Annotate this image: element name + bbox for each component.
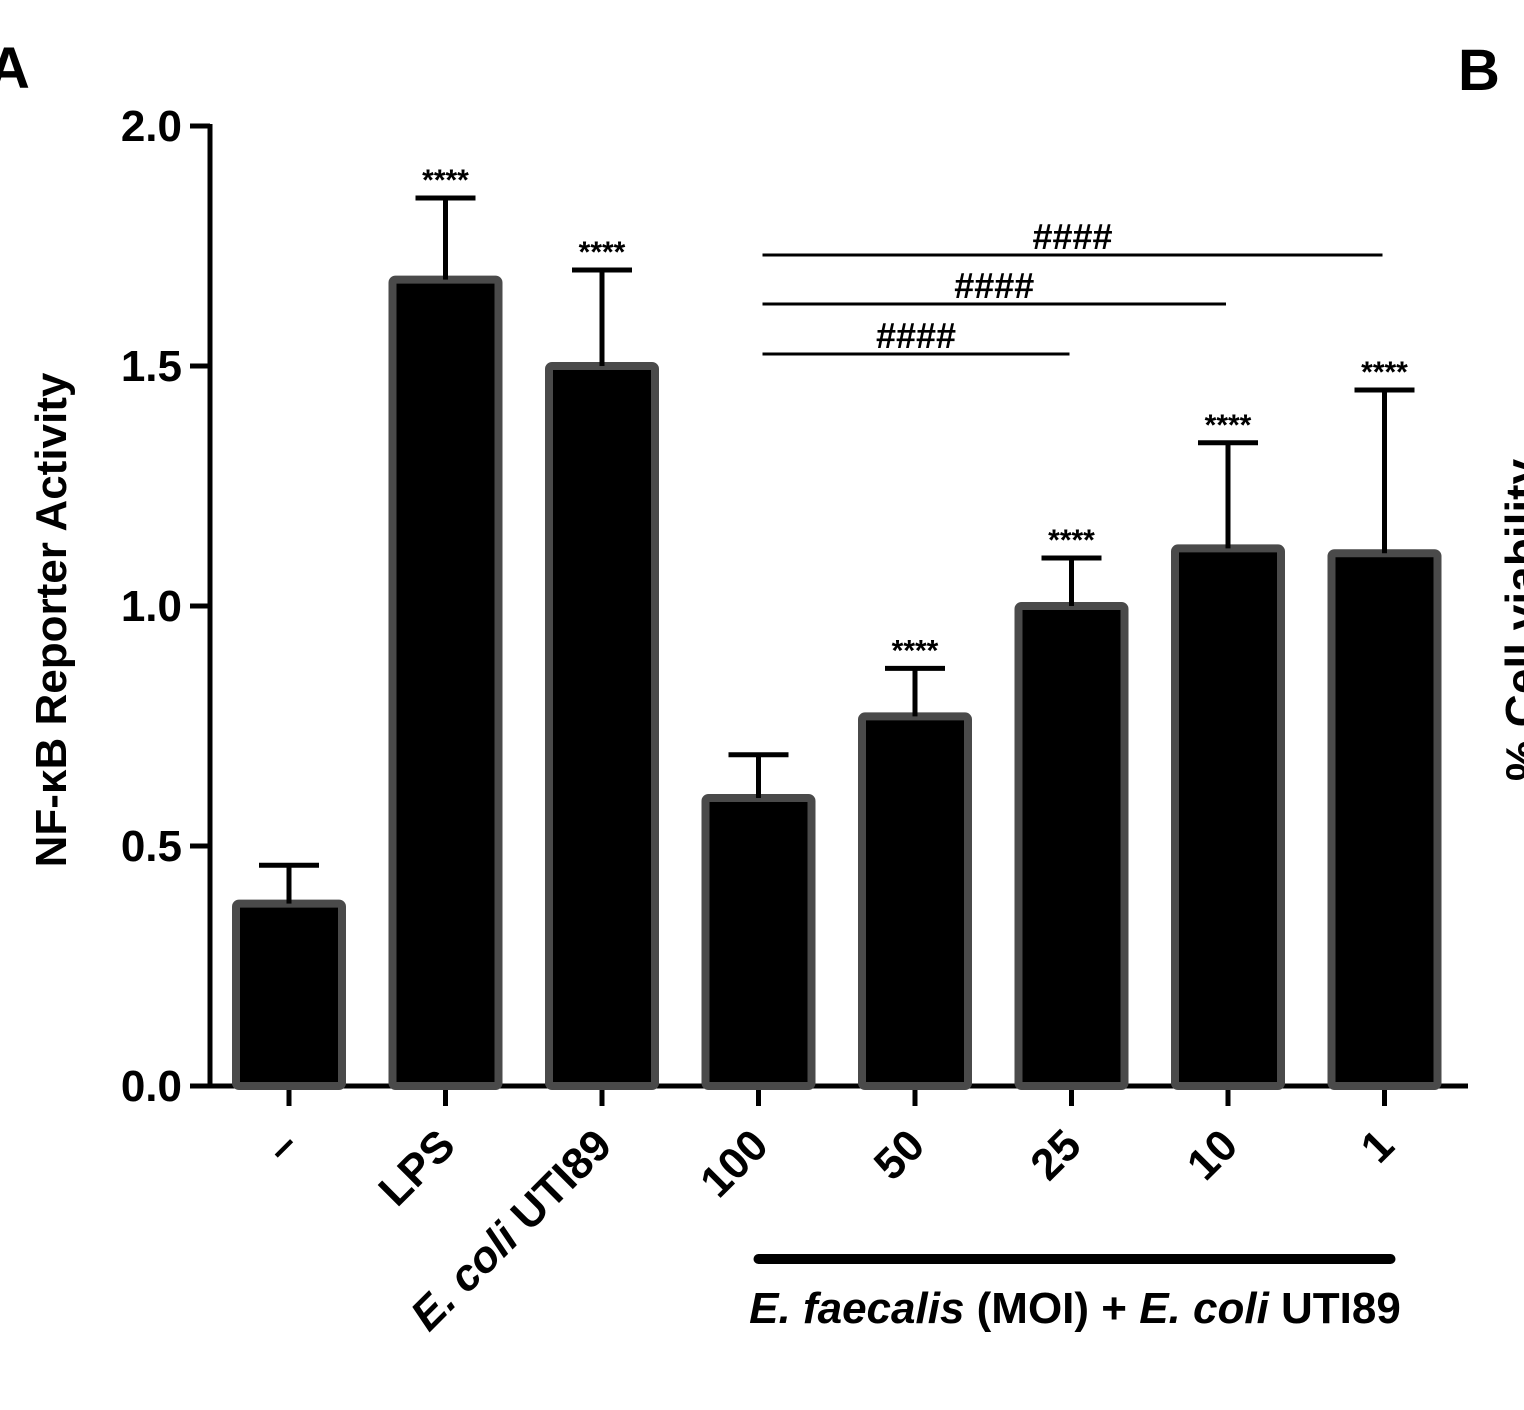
y-tick-label: 0.5 xyxy=(121,822,182,871)
x-tick-label: – xyxy=(256,1120,308,1172)
y-axis-label: NF-κB Reporter Activity xyxy=(27,372,76,867)
x-tick-label: 100 xyxy=(691,1120,778,1207)
labels: A B NF-κB Reporter Activity % Cell viabi… xyxy=(0,36,1524,1333)
group-label-part: UTI89 xyxy=(1269,1284,1401,1333)
bar xyxy=(232,899,346,1090)
significance-label: **** xyxy=(1361,356,1408,389)
x-tick-label-plain-part: UTI89 xyxy=(493,1120,621,1248)
group-label-part: E. faecalis xyxy=(749,1284,964,1333)
bar xyxy=(701,794,816,1090)
significance-label: **** xyxy=(1205,409,1252,442)
y-tick-label: 1.0 xyxy=(121,582,182,631)
significance-label: **** xyxy=(1048,524,1095,557)
bar xyxy=(1327,549,1442,1090)
comparison-label: #### xyxy=(954,265,1034,306)
panel-label-b: B xyxy=(1458,38,1500,103)
significance-label: **** xyxy=(579,236,626,269)
bars xyxy=(232,195,1442,1091)
x-tick-label: 1 xyxy=(1352,1120,1404,1172)
x-tick-label: LPS xyxy=(369,1120,464,1215)
comparison-label: #### xyxy=(1032,216,1112,257)
bar xyxy=(545,362,659,1090)
x-tick-label: 50 xyxy=(865,1120,934,1189)
significance-label: **** xyxy=(422,164,469,197)
significance-label: **** xyxy=(892,634,939,667)
bar xyxy=(1171,544,1285,1090)
x-tick-label-italic-part: E. coli xyxy=(401,1213,528,1340)
group-label-part: (MOI) + xyxy=(964,1284,1139,1333)
comparison-label: #### xyxy=(876,315,956,356)
bar xyxy=(858,712,972,1091)
panel-label-a: A xyxy=(0,36,30,101)
y-tick-label: 2.0 xyxy=(121,102,182,151)
y-tick-label: 0.0 xyxy=(121,1062,182,1111)
x-tick-label: 10 xyxy=(1178,1120,1247,1189)
right-panel-fragment: % Cell viability xyxy=(1496,459,1524,782)
group-label-part: E. coli xyxy=(1139,1284,1269,1333)
bar xyxy=(388,275,503,1091)
bar xyxy=(1014,602,1129,1090)
x-tick-label: 25 xyxy=(1021,1120,1090,1189)
group-label: E. faecalis (MOI) + E. coli UTI89 xyxy=(749,1284,1401,1333)
annotations: **** **** **** **** **** **** #### #### #### xyxy=(422,164,1408,667)
y-tick-label: 1.5 xyxy=(121,342,182,391)
